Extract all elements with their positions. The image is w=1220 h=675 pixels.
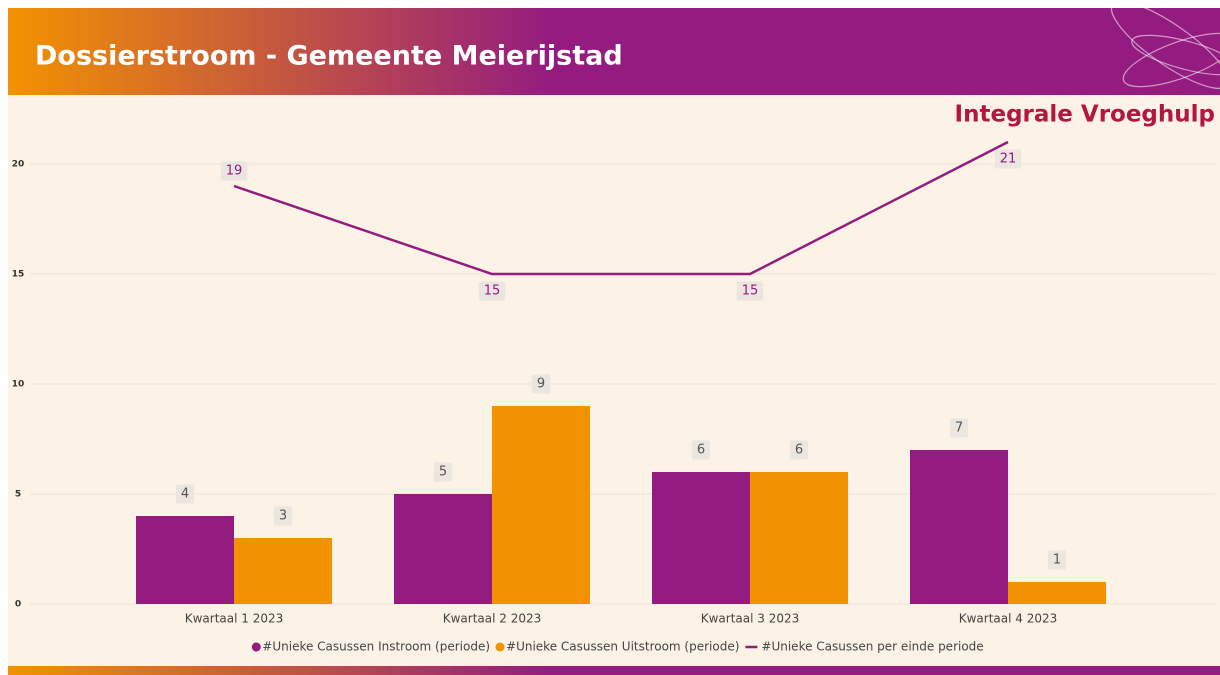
bar — [652, 472, 750, 604]
page: Dossierstroom - Gemeente Meierijstad Int… — [0, 0, 1220, 675]
value-label: 6 — [697, 443, 705, 458]
bar — [136, 516, 234, 604]
value-label: 15 — [484, 284, 501, 299]
value-label: 4 — [181, 487, 189, 502]
chart: Dossierstroom - Gemeente Meierijstad Int… — [0, 0, 1220, 675]
value-label: 3 — [279, 509, 287, 524]
chart-subtitle: Integrale Vroeghulp — [955, 102, 1215, 128]
value-label: 19 — [226, 164, 243, 179]
y-tick-label: 15 — [12, 270, 25, 280]
legend-label: #Unieke Casussen Instroom (periode) — [262, 640, 490, 654]
legend-label: #Unieke Casussen Uitstroom (periode) — [506, 640, 739, 654]
value-label: 6 — [795, 443, 803, 458]
bar — [750, 472, 848, 604]
x-tick-label: Kwartaal 1 2023 — [185, 612, 284, 626]
x-tick-label: Kwartaal 2 2023 — [443, 612, 542, 626]
legend-marker — [252, 643, 261, 652]
y-tick-label: 0 — [15, 600, 21, 610]
bar — [394, 494, 492, 604]
y-tick-label: 20 — [12, 160, 25, 170]
y-tick-label: 10 — [12, 380, 25, 390]
value-label: 21 — [1000, 152, 1017, 167]
value-label: 15 — [742, 284, 759, 299]
value-label: 9 — [537, 377, 545, 392]
footer-band — [8, 666, 1220, 675]
value-label: 1 — [1053, 553, 1061, 568]
legend-marker — [496, 643, 505, 652]
bar — [910, 450, 1008, 604]
bar — [1008, 582, 1106, 604]
value-label: 5 — [439, 465, 447, 480]
bar — [492, 406, 590, 604]
x-tick-label: Kwartaal 4 2023 — [959, 612, 1058, 626]
x-tick-label: Kwartaal 3 2023 — [701, 612, 800, 626]
y-tick-label: 5 — [15, 490, 21, 500]
value-label: 7 — [955, 421, 963, 436]
chart-title: Dossierstroom - Gemeente Meierijstad — [35, 41, 623, 72]
legend-label: #Unieke Casussen per einde periode — [761, 640, 983, 654]
bar — [234, 538, 332, 604]
